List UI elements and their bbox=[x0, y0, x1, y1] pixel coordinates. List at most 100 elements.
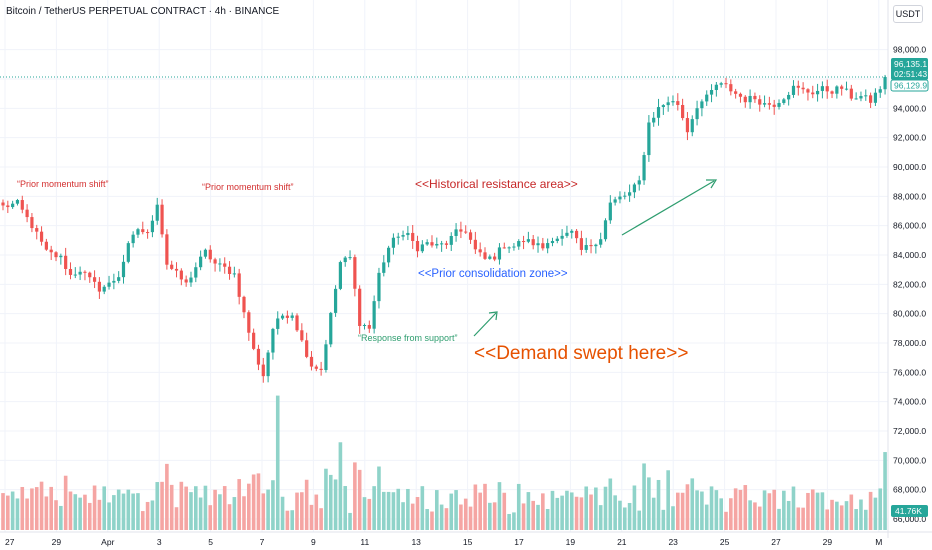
volume-bar bbox=[709, 486, 714, 530]
candle-body bbox=[35, 228, 39, 232]
candle-body bbox=[497, 247, 502, 260]
candle-body bbox=[536, 243, 540, 246]
candle-body bbox=[724, 83, 728, 85]
trend-arrow-main[interactable] bbox=[621, 179, 718, 236]
volume-bar bbox=[131, 493, 135, 530]
volume-bar bbox=[232, 497, 237, 530]
candle-body bbox=[203, 249, 208, 257]
candle-body bbox=[714, 84, 718, 90]
candle-body bbox=[541, 243, 545, 249]
volume-bar bbox=[10, 491, 15, 530]
volume-bar bbox=[145, 501, 150, 530]
price-tick-label: 88,000.0 bbox=[893, 191, 926, 201]
time-tick-label: 21 bbox=[617, 537, 627, 547]
volume-bar bbox=[541, 493, 545, 530]
candle-body bbox=[324, 344, 328, 371]
volume-bar bbox=[208, 505, 213, 530]
volume-bar bbox=[791, 486, 796, 530]
candle-body bbox=[603, 220, 608, 240]
volume-bar bbox=[415, 497, 420, 530]
volume-bar bbox=[290, 510, 294, 530]
volume-bar bbox=[685, 484, 690, 530]
price-tick-label: 72,000.0 bbox=[893, 426, 926, 436]
volume-bar bbox=[68, 491, 73, 530]
volume-bar bbox=[849, 494, 854, 530]
candle-body bbox=[107, 282, 111, 287]
candle-body bbox=[859, 95, 863, 99]
candle-body bbox=[353, 257, 357, 289]
candle-body bbox=[488, 256, 492, 259]
candle-body bbox=[406, 232, 410, 236]
price-tick-label: 68,000.0 bbox=[893, 485, 926, 495]
candle-body bbox=[878, 89, 882, 93]
volume-bar bbox=[319, 508, 323, 530]
candle-body bbox=[11, 203, 15, 208]
candle-body bbox=[396, 236, 400, 238]
volume-bar bbox=[810, 489, 815, 530]
volume-bar bbox=[753, 502, 757, 530]
candle-body bbox=[700, 101, 704, 109]
candle-body bbox=[758, 99, 762, 105]
volume-bar bbox=[806, 492, 810, 530]
candle-body bbox=[102, 286, 106, 292]
candle-body bbox=[690, 119, 694, 133]
volume-bar bbox=[608, 478, 613, 530]
volume-bar bbox=[738, 489, 743, 530]
candle-body bbox=[218, 263, 222, 265]
volume-bar bbox=[473, 484, 478, 530]
currency-button[interactable]: USDT bbox=[893, 5, 923, 23]
volume-bar bbox=[700, 491, 704, 530]
volume-bar bbox=[680, 492, 685, 530]
candle-body bbox=[478, 249, 482, 253]
volume-bar bbox=[560, 495, 564, 530]
volume-bar bbox=[622, 507, 627, 530]
volume-bar bbox=[300, 492, 304, 530]
volume-bar bbox=[627, 502, 632, 530]
candle-body bbox=[825, 86, 829, 92]
volume-bar bbox=[377, 466, 381, 530]
candle-body bbox=[854, 98, 858, 100]
candle-body bbox=[208, 249, 212, 260]
trend-arrow-small[interactable] bbox=[473, 311, 498, 337]
volume-bar bbox=[92, 485, 97, 530]
volume-bar bbox=[112, 495, 116, 530]
candle-body bbox=[68, 268, 73, 275]
candle-body bbox=[517, 241, 521, 247]
volume-bar bbox=[574, 496, 579, 530]
volume-bar bbox=[449, 493, 454, 530]
volume-bar bbox=[839, 505, 844, 530]
candle-body bbox=[695, 108, 699, 120]
candle-body bbox=[608, 202, 612, 221]
candle-body bbox=[213, 259, 217, 264]
second-price-label: 96,129.9 bbox=[890, 79, 929, 92]
price-tick-label: 78,000.0 bbox=[893, 338, 926, 348]
volume-bar bbox=[348, 512, 352, 530]
volume-bar bbox=[637, 510, 642, 530]
volume-bar bbox=[844, 501, 849, 530]
candle-body bbox=[844, 88, 849, 90]
candle-body bbox=[449, 235, 453, 245]
time-axis[interactable]: 27 29 Apr 3 5 7 9 11 13 15 17 19 21 23 25 27 29 M bbox=[0, 531, 932, 547]
candle-body bbox=[170, 264, 174, 269]
volume-bar bbox=[6, 495, 10, 530]
candle-body bbox=[189, 277, 193, 283]
volume-bar bbox=[772, 489, 776, 530]
volume-bar bbox=[550, 490, 555, 530]
last-price-label: 96,135.1 02:51:43 bbox=[891, 58, 928, 80]
countdown-value: 02:51:43 bbox=[894, 69, 927, 79]
volume-bar bbox=[97, 499, 102, 530]
volume-bar bbox=[439, 504, 444, 530]
volume-bar bbox=[854, 509, 858, 530]
volume-bar bbox=[1, 493, 5, 530]
volume-bar bbox=[34, 487, 39, 530]
candle-body bbox=[574, 230, 579, 239]
volume-bar bbox=[589, 494, 593, 530]
volume-bar bbox=[531, 500, 535, 530]
candle-body bbox=[165, 234, 169, 265]
annotation-response-support: “Response from support” bbox=[358, 333, 458, 343]
candle-body bbox=[801, 87, 805, 90]
annotation-prior-momentum-2: “Prior momentum shift” bbox=[202, 182, 294, 192]
candle-body bbox=[642, 155, 646, 181]
candle-body bbox=[685, 118, 690, 133]
